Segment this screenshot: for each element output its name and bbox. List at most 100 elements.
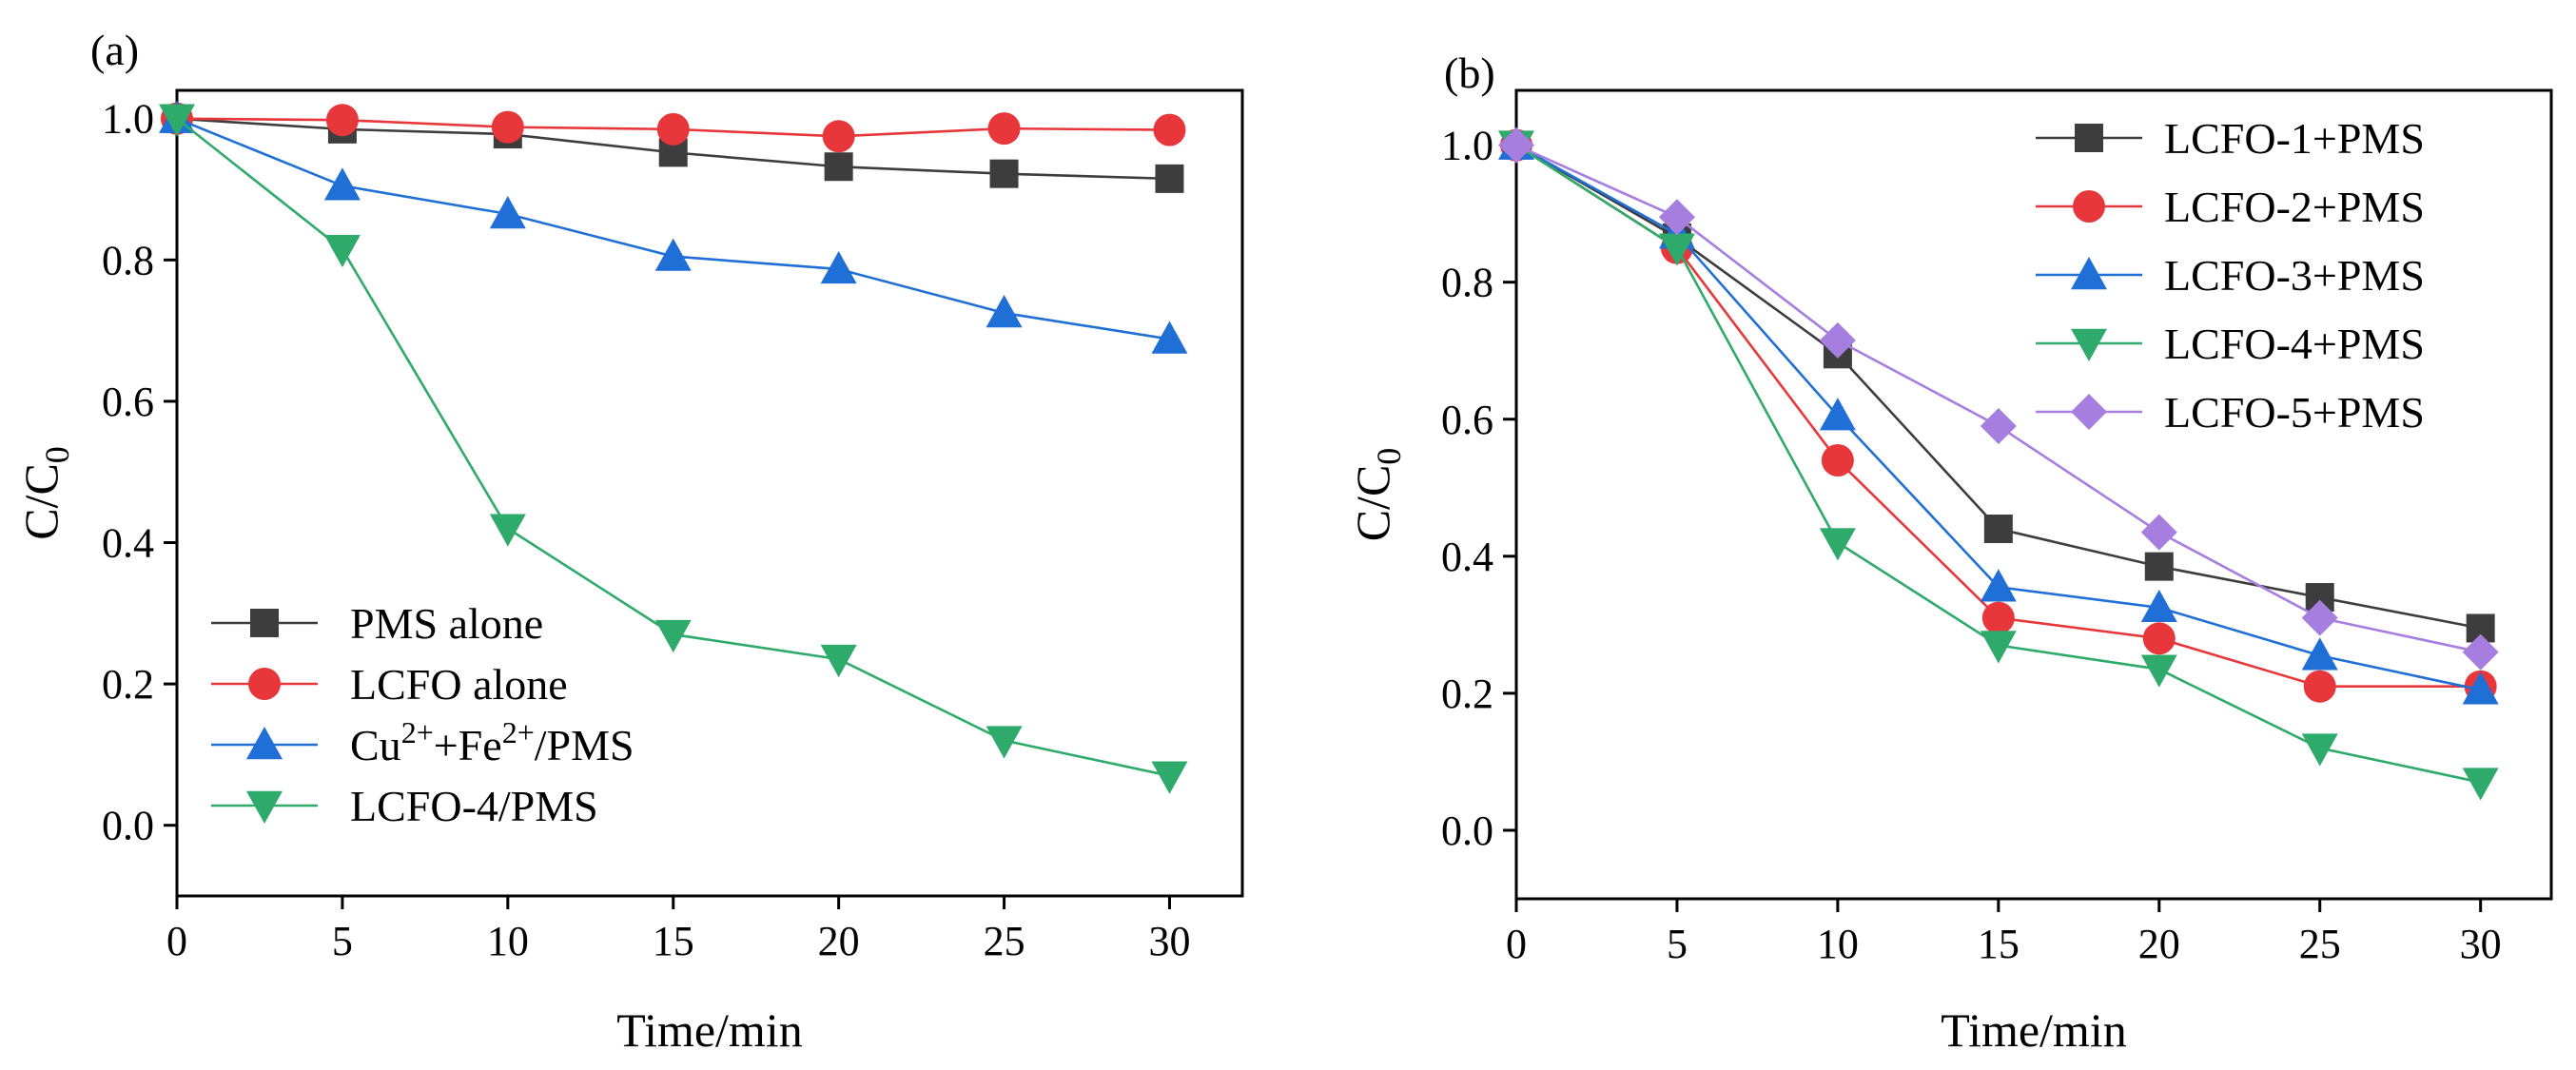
legend-entry: LCFO-2+PMS	[2036, 183, 2425, 231]
x-tick-label: 15	[1978, 921, 2020, 967]
y-axis-title-subscript: 0	[1370, 448, 1408, 465]
legend-label-text: LCFO-2+PMS	[2164, 183, 2425, 231]
x-tick-label: 20	[2138, 921, 2180, 967]
data-point	[1980, 407, 2017, 444]
data-point	[989, 159, 1019, 188]
data-point	[1821, 443, 1854, 477]
legend-marker	[2075, 124, 2103, 152]
x-axis-title: Time/min	[616, 1003, 802, 1057]
legend-label-superscript: 2+	[502, 715, 535, 749]
data-point	[159, 104, 195, 137]
plot-frame	[175, 88, 1244, 898]
data-point	[986, 726, 1023, 759]
legend-entry: PMS alone	[211, 599, 543, 648]
legend-label-text: LCFO-3+PMS	[2164, 251, 2425, 300]
x-tick-label: 0	[1506, 921, 1527, 967]
legend-label: LCFO-3+PMS	[2164, 251, 2425, 300]
legend-label-text: LCFO-1+PMS	[2164, 114, 2425, 163]
legend-label: LCFO-4+PMS	[2164, 320, 2425, 368]
y-tick-label: 0.6	[1441, 397, 1493, 443]
legend-marker	[246, 727, 283, 760]
legend-entry: LCFO-5+PMS	[2036, 388, 2425, 437]
series-line	[176, 117, 1170, 777]
data-point	[1658, 233, 1695, 266]
legend-label: Cu2++Fe2+/PMS	[350, 715, 634, 769]
legend-label-text: LCFO-4+PMS	[2164, 320, 2425, 368]
data-point	[820, 644, 857, 678]
legend-marker	[2071, 328, 2107, 361]
data-point	[325, 104, 359, 137]
data-point	[489, 514, 526, 547]
data-point	[1980, 569, 2017, 602]
y-tick-label: 1.0	[102, 96, 154, 143]
series-cu2-fe2-pms	[159, 100, 1188, 354]
y-axis-title: C/C0	[1346, 448, 1408, 542]
panel-a: 0 5 10 15 20 25 30 0.0 0.2 0.4 0.6 0.8 1.0 Time/min C/…	[14, 26, 1244, 1057]
y-tick-label: 0.2	[1441, 671, 1493, 717]
legend-label-text: +Fe	[434, 721, 502, 769]
legend-marker	[2071, 257, 2107, 290]
y-tick-label: 0.0	[102, 803, 154, 849]
data-point	[2140, 654, 2177, 688]
y-tick-label: 0.0	[1441, 807, 1493, 854]
x-tick-label: 10	[487, 918, 529, 964]
legend-label-text: LCFO alone	[350, 660, 568, 709]
data-point	[323, 167, 361, 201]
legend-entry: LCFO-4+PMS	[2036, 320, 2425, 368]
data-point	[1983, 515, 2013, 544]
legend-label-text: Cu	[350, 721, 401, 769]
data-point	[323, 234, 361, 268]
data-point	[2462, 633, 2499, 671]
x-tick-label: 5	[1667, 921, 1688, 967]
y-tick-label: 0.8	[1441, 260, 1493, 306]
x-tick-label: 25	[984, 918, 1025, 964]
data-point	[1498, 126, 1534, 164]
data-point	[1151, 761, 1188, 794]
y-tick-label: 0.6	[102, 379, 154, 425]
data-point	[824, 152, 853, 182]
data-point	[822, 120, 855, 153]
legend-label: LCFO-5+PMS	[2164, 388, 2425, 437]
y-tick-label: 0.2	[102, 661, 154, 708]
y-axis-title-main: C/C	[14, 463, 68, 540]
data-point	[987, 112, 1021, 146]
legend-entry: LCFO-4/PMS	[211, 782, 598, 830]
panel-label: (b)	[1444, 49, 1495, 97]
data-point	[2462, 768, 2499, 801]
data-point	[1151, 321, 1188, 354]
y-axis-title-subscript: 0	[38, 446, 76, 463]
legend-marker	[250, 609, 279, 637]
data-point	[986, 295, 1023, 328]
data-point	[1980, 631, 2017, 664]
legend-label-text: LCFO-5+PMS	[2164, 388, 2425, 437]
data-point	[1658, 199, 1695, 236]
legend-label-superscript: 2+	[401, 715, 434, 749]
data-point	[491, 110, 524, 144]
legend-label-text: PMS alone	[350, 599, 543, 648]
data-point	[654, 238, 692, 271]
x-tick-label: 0	[166, 918, 187, 964]
panel-label: (a)	[90, 26, 139, 74]
legend-label: LCFO alone	[350, 660, 568, 709]
data-point	[2301, 637, 2338, 671]
x-tick-label: 5	[332, 918, 353, 964]
data-point	[656, 112, 690, 146]
x-tick-label: 15	[653, 918, 694, 964]
x-tick-label: 20	[818, 918, 860, 964]
x-axis-title: Time/min	[1941, 1003, 2126, 1057]
series-lcfo-5-pms	[1498, 126, 2499, 671]
x-tick-label: 30	[1148, 918, 1190, 964]
data-point	[489, 196, 526, 229]
data-point	[1819, 528, 1856, 561]
data-point	[2140, 514, 2177, 551]
y-tick-label: 0.4	[1441, 534, 1493, 580]
data-point	[654, 619, 692, 653]
x-tick-label: 10	[1817, 921, 1859, 967]
data-point	[2303, 670, 2336, 703]
y-tick-label: 0.8	[102, 237, 154, 283]
data-point	[1819, 321, 1856, 359]
panel-b: 0 5 10 15 20 25 30 0.0 0.2 0.4 0.6 0.8 1.0 Time/min C/…	[1346, 49, 2553, 1057]
data-point	[2462, 671, 2499, 705]
data-point	[1155, 164, 1184, 193]
